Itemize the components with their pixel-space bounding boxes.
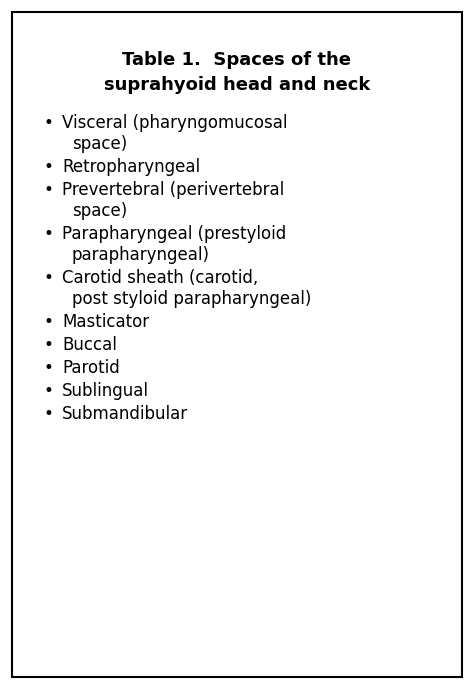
Text: •: • bbox=[43, 313, 53, 331]
Text: Table 1.  Spaces of the: Table 1. Spaces of the bbox=[122, 51, 352, 69]
Text: post styloid parapharyngeal): post styloid parapharyngeal) bbox=[72, 290, 311, 308]
Text: space): space) bbox=[72, 202, 127, 220]
Text: Masticator: Masticator bbox=[62, 313, 149, 331]
Text: parapharyngeal): parapharyngeal) bbox=[72, 246, 210, 264]
Text: •: • bbox=[43, 336, 53, 354]
Text: Parotid: Parotid bbox=[62, 359, 120, 377]
Text: •: • bbox=[43, 181, 53, 199]
Text: space): space) bbox=[72, 135, 127, 153]
Text: Carotid sheath (carotid,: Carotid sheath (carotid, bbox=[62, 269, 258, 287]
Text: •: • bbox=[43, 359, 53, 377]
Text: Prevertebral (perivertebral: Prevertebral (perivertebral bbox=[62, 181, 284, 199]
Text: •: • bbox=[43, 405, 53, 423]
Text: •: • bbox=[43, 225, 53, 243]
Text: •: • bbox=[43, 158, 53, 176]
Text: Sublingual: Sublingual bbox=[62, 382, 149, 400]
Text: Submandibular: Submandibular bbox=[62, 405, 188, 423]
Text: Buccal: Buccal bbox=[62, 336, 117, 354]
Text: •: • bbox=[43, 114, 53, 132]
Text: Parapharyngeal (prestyloid: Parapharyngeal (prestyloid bbox=[62, 225, 286, 243]
Text: •: • bbox=[43, 269, 53, 287]
Text: •: • bbox=[43, 382, 53, 400]
Text: suprahyoid head and neck: suprahyoid head and neck bbox=[104, 76, 370, 94]
Text: Retropharyngeal: Retropharyngeal bbox=[62, 158, 200, 176]
Text: Visceral (pharyngomucosal: Visceral (pharyngomucosal bbox=[62, 114, 288, 132]
